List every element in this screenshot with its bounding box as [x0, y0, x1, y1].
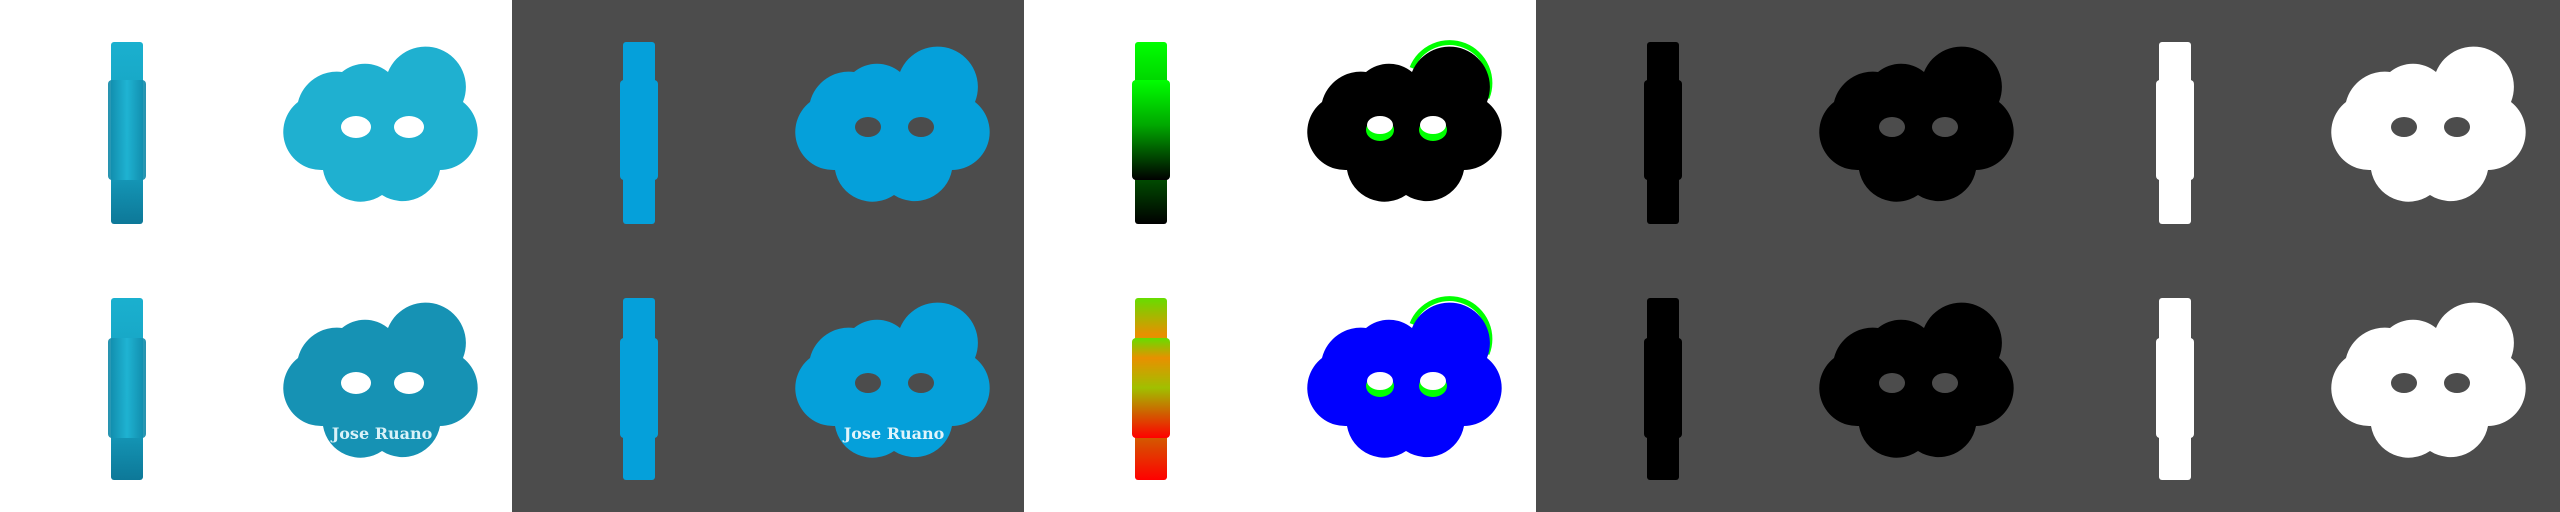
button-front-view-bottom: [1819, 302, 2014, 458]
button-side-view-top: [1132, 42, 1170, 224]
button-side-view-top: [620, 42, 658, 224]
button-front-view-top: [1307, 40, 1502, 202]
button-front-view-top: [2331, 46, 2526, 202]
button-front-view-top: [283, 46, 478, 202]
engraving-text: Jose Ruano: [330, 424, 433, 443]
render-scene: Jose Ruano: [108, 42, 478, 480]
flat-scene: Jose Ruano: [620, 42, 990, 480]
engraving-text: Jose Ruano: [842, 424, 945, 443]
button-front-view-bottom-engraved: Jose Ruano: [283, 302, 478, 458]
button-front-view-bottom: [2331, 302, 2526, 458]
button-front-view-top: [1819, 46, 2014, 202]
button-side-view-bottom: [108, 298, 146, 480]
button-side-view-bottom: [1132, 298, 1170, 480]
button-side-view-bottom: [2156, 298, 2194, 480]
mask-white-scene: [2156, 42, 2526, 480]
panel-render: Jose Ruano: [0, 0, 512, 512]
button-side-view-bottom: [1644, 298, 1682, 480]
panel-flat: Jose Ruano: [512, 0, 1024, 512]
normals-scene: [1132, 40, 1502, 480]
button-side-view-bottom: [620, 298, 658, 480]
button-front-view-bottom-engraved: Jose Ruano: [795, 302, 990, 458]
button-front-view-bottom: [1307, 296, 1502, 458]
panel-mask-black: [1536, 0, 2048, 512]
button-side-view-top: [2156, 42, 2194, 224]
button-front-view-top: [795, 46, 990, 202]
button-side-view-top: [108, 42, 146, 224]
panel-normals: [1024, 0, 1536, 512]
mask-black-scene: [1644, 42, 2014, 480]
panel-mask-white: [2048, 0, 2560, 512]
button-side-view-top: [1644, 42, 1682, 224]
